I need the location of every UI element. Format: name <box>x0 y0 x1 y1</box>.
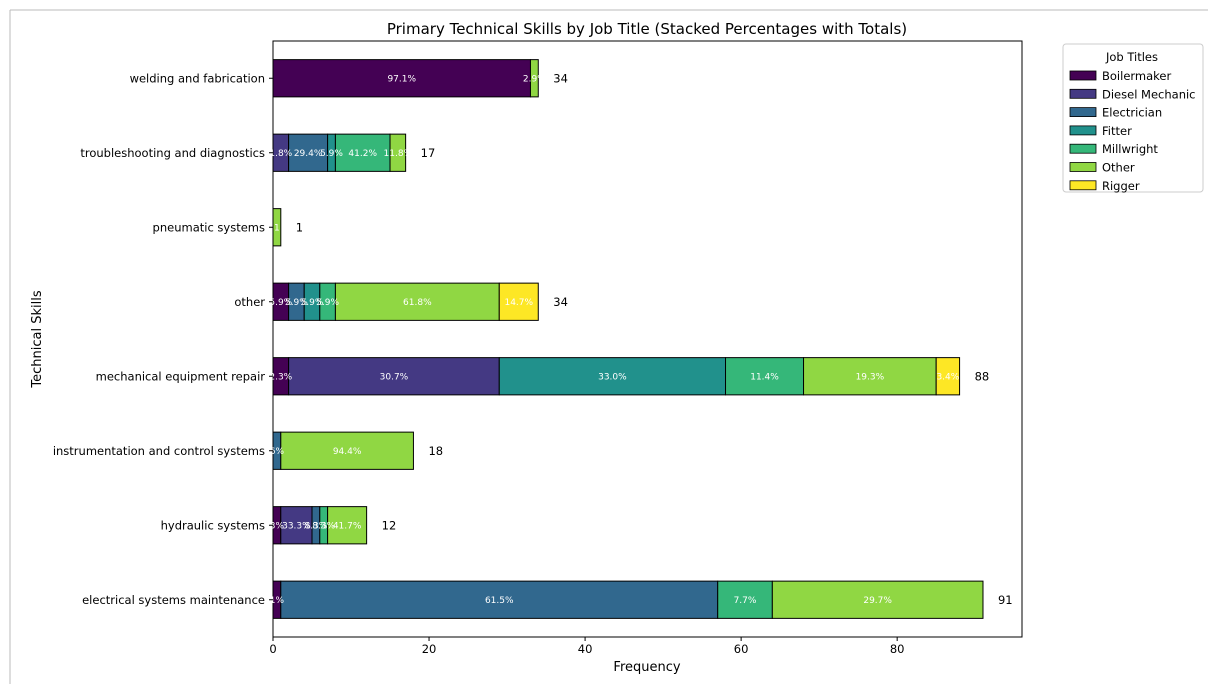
segment-label: 5.9% <box>285 298 308 308</box>
segment-label: 8.3% <box>312 521 335 531</box>
bar-segment <box>288 133 329 172</box>
legend-label: Rigger <box>1102 179 1140 193</box>
bar-total-label: 34 <box>553 295 568 309</box>
legend-label: Fitter <box>1102 124 1132 138</box>
bar-segment <box>717 580 773 619</box>
segment-label: 14.7% <box>504 298 533 308</box>
segment-label: 61.8% <box>403 298 432 308</box>
totals-layer: 91 12 18 88 34 1 17 34 <box>296 71 1013 607</box>
y-tick-label: hydraulic systems <box>161 518 265 532</box>
segment-label: 41.2% <box>348 149 377 159</box>
segment-label: 41.7% <box>333 521 362 531</box>
bars-layer <box>272 59 984 619</box>
segment-label: 7.7% <box>734 596 757 606</box>
bar-total-label: 18 <box>428 444 443 458</box>
segment-label: 1.8% <box>269 149 292 159</box>
bar-segment <box>771 580 984 619</box>
segment-label: 33.0% <box>598 372 627 382</box>
y-tick-label: pneumatic systems <box>153 220 265 234</box>
x-axis: 0 20 40 60 80 <box>269 637 904 656</box>
legend-label: Diesel Mechanic <box>1102 87 1196 101</box>
segment-label: 29.7% <box>863 596 892 606</box>
bar-segment <box>498 357 727 396</box>
segment-label: 2.3% <box>269 372 292 382</box>
legend-label: Boilermaker <box>1102 69 1171 83</box>
legend-swatch <box>1069 125 1097 136</box>
legend-label: Other <box>1102 161 1135 175</box>
segment-label: 97.1% <box>387 74 416 84</box>
segment-label: 11.8% <box>384 149 413 159</box>
y-axis: electrical systems maintenance hydraulic … <box>53 71 273 607</box>
legend: Job Titles Boilermaker Diesel Mechanic Ele… <box>1062 43 1204 193</box>
segment-label: 33.3% <box>282 521 311 531</box>
segment-label: 2.9% <box>523 74 546 84</box>
segment-label: 11.4% <box>750 372 779 382</box>
segment-label: 94.4% <box>333 447 362 457</box>
x-tick-label: 80 <box>890 642 905 656</box>
x-axis-label: Frequency <box>613 660 680 675</box>
segment-label: 5.9% <box>301 298 324 308</box>
segment-label: 5.9% <box>320 149 343 159</box>
bar-total-label: 34 <box>553 71 568 85</box>
bar-segment <box>529 59 539 98</box>
segment-label: 19.3% <box>856 372 885 382</box>
y-axis-label: Technical Skills <box>30 290 45 388</box>
segment-label: 6% <box>270 447 285 457</box>
x-tick-label: 20 <box>422 642 437 656</box>
legend-swatch <box>1069 143 1097 154</box>
legend-swatch <box>1069 88 1097 99</box>
bar-segment <box>935 357 961 396</box>
chart-title: Primary Technical Skills by Job Title (S… <box>387 20 907 38</box>
bar-total-label: 17 <box>421 146 436 160</box>
x-tick-label: 0 <box>269 642 276 656</box>
y-tick-label: mechanical equipment repair <box>96 369 266 383</box>
segment-label: 1% <box>270 596 285 606</box>
legend-items: Boilermaker Diesel Mechanic Electrician Fit… <box>1069 69 1196 193</box>
y-tick-label: electrical systems maintenance <box>82 593 265 607</box>
legend-swatch <box>1069 70 1097 81</box>
bar-total-label: 1 <box>296 220 303 234</box>
legend-swatch <box>1069 107 1097 117</box>
segment-label: 1 <box>274 223 280 233</box>
bar-segment <box>272 59 531 98</box>
bar-total-label: 12 <box>382 518 397 532</box>
bar-segment <box>327 506 368 545</box>
x-tick-label: 40 <box>578 642 593 656</box>
y-tick-label: instrumentation and control systems <box>53 444 265 458</box>
plot-frame <box>272 40 1023 638</box>
segment-label: 61.5% <box>485 596 514 606</box>
legend-swatch <box>1069 180 1097 191</box>
bar-segment <box>280 580 719 619</box>
segment-labels-layer: 1% 61.5% 7.7% 29.7%3%33.3%8.3%8.3%41.7%6% 94… <box>269 74 959 606</box>
bar-segment <box>334 133 391 172</box>
legend-title: Job Titles <box>1105 50 1158 64</box>
y-tick-label: other <box>234 295 265 309</box>
segment-label: 8.3% <box>304 521 327 531</box>
y-tick-label: troubleshooting and diagnostics <box>80 146 265 160</box>
legend-swatch <box>1069 162 1097 172</box>
bar-total-label: 91 <box>998 593 1013 607</box>
segment-label: 3.4% <box>936 372 959 382</box>
legend-label: Electrician <box>1102 106 1162 120</box>
segment-label: 5.9% <box>269 298 292 308</box>
legend-label: Millwright <box>1102 142 1158 156</box>
bar-segment <box>280 431 414 470</box>
bar-segment <box>725 357 805 396</box>
bar-segment <box>334 282 500 321</box>
segment-label: 30.7% <box>380 372 409 382</box>
segment-label: 3% <box>270 521 285 531</box>
bar-segment <box>389 133 407 172</box>
x-tick-label: 60 <box>734 642 749 656</box>
segment-label: 5.9% <box>316 298 339 308</box>
y-tick-label: welding and fabrication <box>130 71 265 85</box>
bar-segment <box>288 357 500 396</box>
bar-total-label: 88 <box>975 369 990 383</box>
bar-segment <box>498 282 539 321</box>
segment-label: 29.4% <box>294 149 323 159</box>
legend-box <box>1062 43 1204 193</box>
